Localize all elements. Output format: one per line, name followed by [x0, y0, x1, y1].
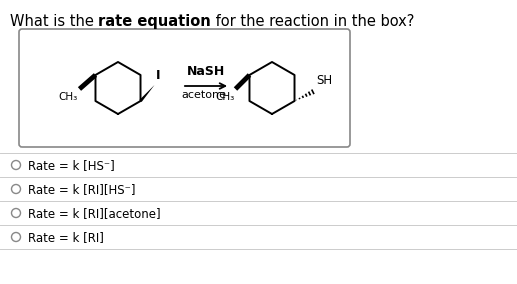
Polygon shape	[140, 85, 155, 102]
Text: acetone: acetone	[181, 90, 226, 100]
Text: SH: SH	[316, 74, 332, 87]
FancyBboxPatch shape	[19, 29, 350, 147]
Text: CH₃: CH₃	[58, 92, 78, 102]
Text: Rate = k [HS⁻]: Rate = k [HS⁻]	[28, 159, 115, 172]
Text: CH₃: CH₃	[215, 92, 235, 102]
Text: I: I	[156, 69, 160, 82]
Text: Rate = k [RI]: Rate = k [RI]	[28, 231, 104, 244]
Text: rate equation: rate equation	[99, 14, 211, 29]
Text: Rate = k [RI][HS⁻]: Rate = k [RI][HS⁻]	[28, 183, 135, 196]
Text: for the reaction in the box?: for the reaction in the box?	[211, 14, 415, 29]
Text: What is the: What is the	[10, 14, 99, 29]
Text: NaSH: NaSH	[187, 65, 225, 78]
Text: Rate = k [RI][acetone]: Rate = k [RI][acetone]	[28, 207, 161, 220]
